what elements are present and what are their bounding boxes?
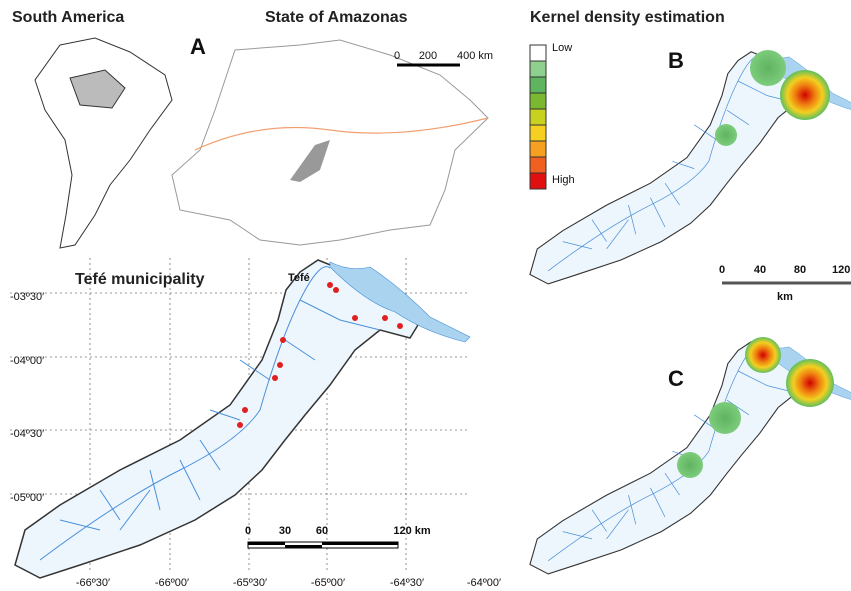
legend-label: High <box>552 174 575 186</box>
density <box>715 124 737 146</box>
lat-label: -03º30′ <box>10 291 44 303</box>
panel-label: C <box>668 366 684 391</box>
state <box>171 39 489 246</box>
lat-label: -05º00′ <box>10 492 44 504</box>
scale-label: 0 <box>719 264 725 276</box>
lat-label: -04º00′ <box>10 355 44 367</box>
lon-label: -64º00′ <box>467 577 501 589</box>
scale-label: 40 <box>754 264 766 276</box>
density <box>709 402 741 434</box>
scale-label: 30 <box>279 525 291 537</box>
title: State of Amazonas <box>265 9 408 26</box>
tefe-area <box>290 140 330 182</box>
density <box>677 452 703 478</box>
scale-label: 400 km <box>457 50 493 62</box>
title: Kernel density estimation <box>530 9 725 26</box>
scale-label: 200 <box>419 50 437 62</box>
continent <box>34 37 173 249</box>
density <box>786 359 834 407</box>
legend-label: Low <box>552 42 572 54</box>
panel-label: B <box>668 48 684 73</box>
lon-label: -66º30′ <box>76 577 110 589</box>
legend <box>529 44 547 190</box>
city-label: Tefé <box>288 272 310 284</box>
title: South America <box>12 9 124 26</box>
scale-label: 0 <box>394 50 400 62</box>
scale-label: 120 km <box>393 525 431 537</box>
amazonas-highlight <box>69 69 126 109</box>
density <box>780 70 830 120</box>
title: Tefé municipality <box>75 271 205 288</box>
sites <box>237 282 403 428</box>
river <box>194 117 489 151</box>
scale-label: 0 <box>245 525 251 537</box>
scale-bar <box>247 541 399 549</box>
density <box>745 337 781 373</box>
panel-label: A <box>190 34 206 59</box>
lon-label: -65º00′ <box>311 577 345 589</box>
lon-label: -66º00′ <box>155 577 189 589</box>
scale-unit: km <box>777 291 793 303</box>
scale-label: 60 <box>316 525 328 537</box>
lat-label: -04º30′ <box>10 428 44 440</box>
lon-label: -65º30′ <box>233 577 267 589</box>
scale-label: 80 <box>794 264 806 276</box>
density <box>750 50 786 86</box>
lon-label: -64º30′ <box>390 577 424 589</box>
scale-label: 120 <box>832 264 850 276</box>
